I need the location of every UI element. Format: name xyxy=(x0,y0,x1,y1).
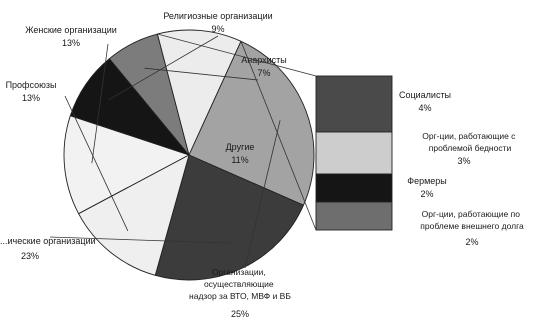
slice-label-womens-orgs: Женские организации xyxy=(25,25,117,35)
bar-segment-1 xyxy=(315,131,393,175)
segment-label-debt-line-2: проблеме внешнего долга xyxy=(420,221,524,231)
bar-segments xyxy=(315,75,393,231)
bar-segment-2 xyxy=(315,173,393,203)
slice-value-others: 11% xyxy=(231,155,248,165)
connector-lines xyxy=(157,33,317,231)
slice-value-anarchists: 7% xyxy=(257,68,270,78)
slice-label-trade-unions: Профсоюзы xyxy=(6,80,57,90)
pie-slice-3 xyxy=(156,29,242,157)
leader-line-4 xyxy=(49,236,231,244)
slice-label-wto-line-3: надзор за ВТО, МВФ и ВБ xyxy=(189,291,291,301)
slice-value-wto-monitoring-orgs: 25% xyxy=(231,309,249,319)
slice-label-wto-line-1: Организации, xyxy=(212,267,266,277)
leader-line-5 xyxy=(244,120,281,269)
segment-label-poverty-orgs: Орг-ции, работающие с проблемой бедности xyxy=(422,131,518,153)
segment-label-socialists: Социалисты xyxy=(399,90,451,100)
pie-slice-4 xyxy=(188,40,315,206)
slice-label-wto-line-2: осуществляющие xyxy=(204,279,274,289)
slice-value-trade-unions: 13% xyxy=(22,93,40,103)
segment-value-farmers: 2% xyxy=(420,189,433,199)
segment-label-poverty-line-2: проблемой бедности xyxy=(429,143,512,153)
slice-label-religious-orgs: Религиозные организации xyxy=(163,11,272,21)
segment-label-farmers: Фермеры xyxy=(407,176,447,186)
leader-line-1 xyxy=(108,35,219,101)
segment-value-socialists: 4% xyxy=(418,103,431,113)
leader-line-2 xyxy=(144,67,259,81)
bar-segment-0 xyxy=(315,75,393,133)
segment-value-poverty-orgs: 3% xyxy=(457,156,470,166)
slice-value-religious-orgs: 9% xyxy=(211,24,224,34)
pie-slices xyxy=(63,29,315,281)
connector-line-top xyxy=(157,33,317,77)
pie-slice-6 xyxy=(78,154,190,276)
pie-slice-5 xyxy=(154,154,305,281)
slice-label-wto-monitoring-orgs: Организации, осуществляющие надзор за ВТ… xyxy=(189,267,291,301)
slice-label-anarchists: Анархисты xyxy=(241,55,287,65)
slice-label-political-orgs: ...ические организации xyxy=(0,236,96,246)
leader-line-0 xyxy=(91,43,109,164)
slice-label-others: Другие xyxy=(226,142,255,152)
segment-label-debt-line-1: Орг-ции, работающие по xyxy=(422,209,521,219)
slice-value-political-orgs: 23% xyxy=(21,251,39,261)
segment-label-poverty-line-1: Орг-ции, работающие с xyxy=(422,131,516,141)
segment-label-debt-orgs: Орг-ции, работающие по проблеме внешнего… xyxy=(420,209,524,231)
leader-line-3 xyxy=(64,95,129,232)
leader-lines xyxy=(49,35,281,269)
segment-value-debt-orgs: 2% xyxy=(465,237,478,247)
bar-segment-3 xyxy=(315,201,393,231)
connector-line-bottom xyxy=(240,41,317,231)
slice-value-womens-orgs: 13% xyxy=(62,38,80,48)
